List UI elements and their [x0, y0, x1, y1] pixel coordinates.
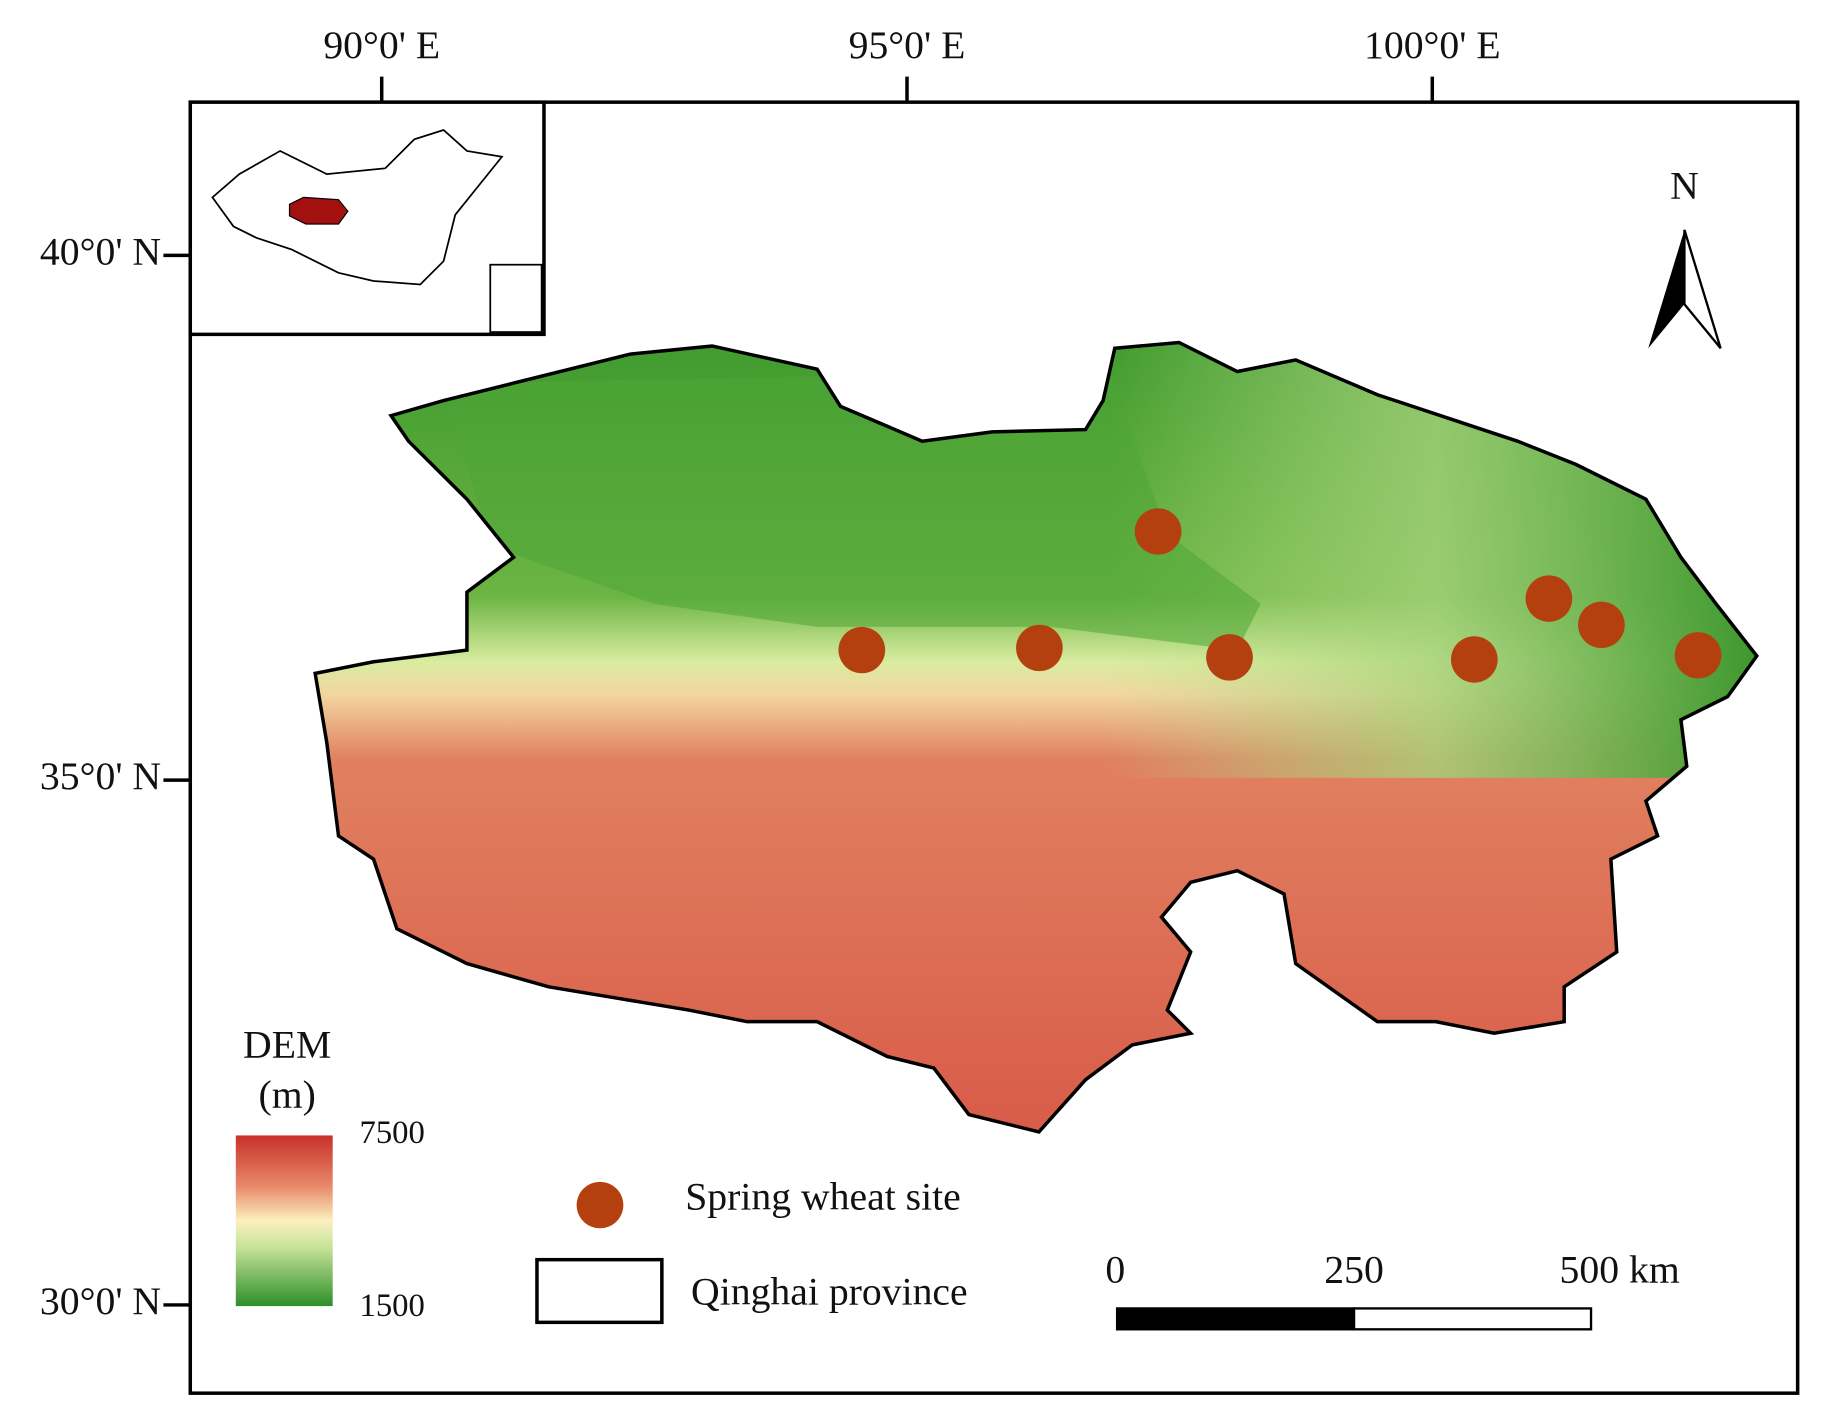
y-tick-label: 30°0' N [40, 1279, 161, 1323]
north-arrow [1648, 229, 1722, 350]
site-marker [1525, 575, 1573, 622]
site-marker [1206, 634, 1253, 681]
scale-bar-segment [1115, 1307, 1356, 1331]
legend-max: 7500 [360, 1115, 425, 1151]
north-label: N [1670, 163, 1699, 207]
legend-unit: (m) [259, 1072, 316, 1116]
scale-bar-label: 500 km [1560, 1248, 1680, 1292]
site-marker [1016, 624, 1063, 672]
scale-bar-label: 0 [1105, 1248, 1125, 1292]
legend-site-label: Spring wheat site [685, 1175, 961, 1219]
site-marker [1134, 508, 1182, 555]
legend-province-label: Qinghai province [691, 1270, 968, 1314]
legend-min: 1500 [360, 1288, 425, 1324]
site-marker [838, 626, 886, 674]
legend-title: DEM [243, 1023, 331, 1067]
y-tick-label: 40°0' N [40, 230, 161, 274]
legend-colorbar [235, 1135, 333, 1307]
scale-bar-segment [1352, 1307, 1593, 1331]
x-tick-label: 90°0' E [323, 23, 440, 67]
site-marker [1450, 636, 1498, 683]
scale-bar-label: 250 [1324, 1248, 1384, 1292]
inset-map [188, 100, 546, 337]
x-tick-label: 100°0' E [1364, 23, 1501, 67]
legend-site-marker [576, 1181, 624, 1229]
y-tick-label: 35°0' N [40, 754, 161, 798]
x-tick-label: 95°0' E [849, 23, 966, 67]
legend-province-swatch [535, 1257, 664, 1325]
site-marker [1578, 601, 1625, 649]
site-marker [1674, 632, 1722, 679]
